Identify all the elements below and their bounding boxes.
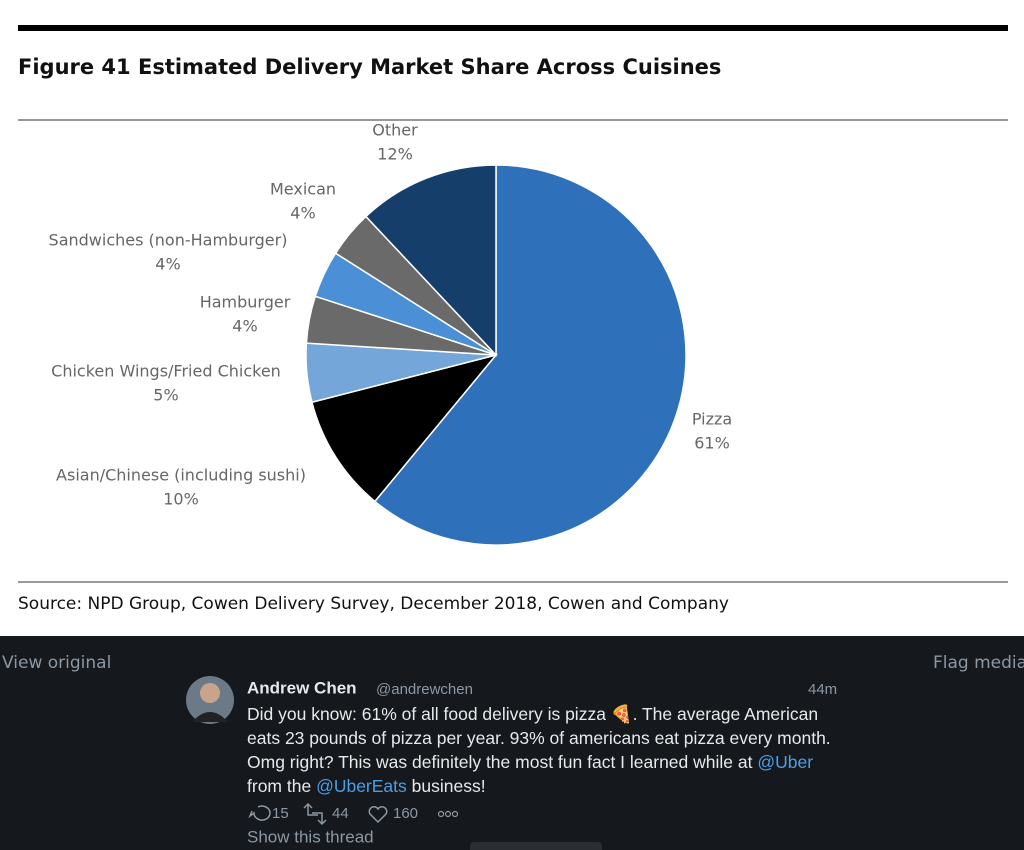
- avatar-body: [192, 712, 228, 722]
- text: Did you know: 61% of all food delivery i…: [247, 704, 831, 772]
- pie-slice: [373, 164, 687, 546]
- slice-value-label: 12%: [377, 145, 413, 164]
- slice-label: Other: [372, 121, 418, 140]
- slice-value-label: 10%: [163, 490, 199, 509]
- text: business!: [406, 776, 486, 796]
- reply-count: 15: [272, 805, 289, 822]
- author-name[interactable]: Andrew Chen: [247, 678, 357, 697]
- view-original[interactable]: View original: [2, 653, 111, 673]
- source: Source: NPD Group, Cowen Delivery Survey…: [18, 594, 729, 614]
- text: from the: [247, 776, 317, 796]
- top-rule: [18, 25, 1008, 31]
- slice-label: Pizza: [692, 410, 732, 429]
- toast: [470, 842, 602, 850]
- pie-slice: [311, 353, 499, 503]
- reply-icon[interactable]: [248, 805, 271, 821]
- slice-value-label: 5%: [153, 386, 178, 405]
- slice-label: Sandwiches (non-Hamburger): [49, 231, 288, 250]
- pie: Pizza 61% Asian/Chinese (including sushi) 1…: [49, 121, 732, 546]
- pie-slice: [364, 164, 497, 357]
- slice-value-label: 4%: [290, 204, 315, 223]
- like-count: 160: [393, 805, 418, 822]
- slice-value-label: 61%: [694, 434, 730, 453]
- more-icon[interactable]: [437, 810, 459, 818]
- slice-value-label: 4%: [232, 317, 257, 336]
- chart-title: Figure 41 Estimated Delivery Market Shar…: [18, 55, 721, 79]
- author-handle[interactable]: @andrewchen: [376, 681, 473, 698]
- time[interactable]: 44m: [808, 681, 837, 698]
- slice-label: Asian/Chinese (including sushi): [56, 466, 306, 485]
- slice-value-label: 4%: [155, 255, 180, 274]
- retweet-count: 44: [332, 805, 349, 822]
- slice-label: Hamburger: [200, 293, 291, 312]
- flag-media[interactable]: Flag media: [933, 653, 1024, 673]
- retweet-icon[interactable]: [303, 802, 327, 826]
- like-icon[interactable]: [368, 806, 388, 824]
- slice-label: Chicken Wings/Fried Chicken: [51, 362, 281, 381]
- mention[interactable]: @Uber: [757, 752, 814, 772]
- tweet-text: Did you know: 61% of all food delivery i…: [247, 702, 847, 798]
- slice-label: Mexican: [270, 180, 336, 199]
- mention[interactable]: @UberEats: [316, 776, 407, 796]
- show-thread[interactable]: Show this thread: [247, 827, 374, 846]
- avatar-face: [200, 683, 220, 703]
